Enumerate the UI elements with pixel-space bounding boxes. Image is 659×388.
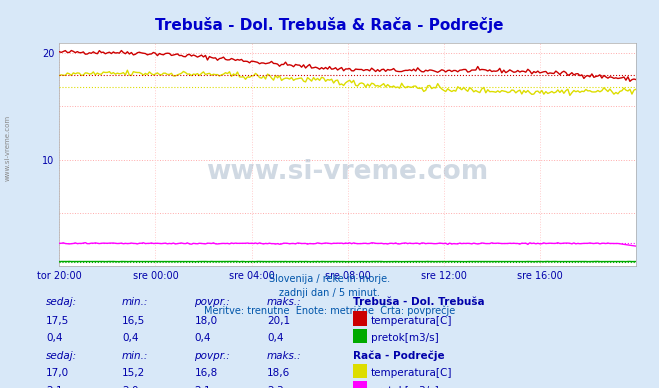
- Text: Rača - Podrečje: Rača - Podrečje: [353, 350, 444, 361]
- Text: 0,4: 0,4: [267, 333, 283, 343]
- Text: www.si-vreme.com: www.si-vreme.com: [5, 114, 11, 180]
- Text: pretok[m3/s]: pretok[m3/s]: [371, 386, 439, 388]
- Text: 18,0: 18,0: [194, 316, 217, 326]
- Text: povpr.:: povpr.:: [194, 296, 230, 307]
- Text: 17,5: 17,5: [46, 316, 69, 326]
- Text: Slovenija / reke in morje.
zadnji dan / 5 minut.
Meritve: trenutne  Enote: metri: Slovenija / reke in morje. zadnji dan / …: [204, 274, 455, 316]
- Text: 17,0: 17,0: [46, 368, 69, 378]
- Text: sedaj:: sedaj:: [46, 296, 77, 307]
- Text: Trebuša - Dol. Trebuša & Rača - Podrečje: Trebuša - Dol. Trebuša & Rača - Podrečje: [156, 17, 503, 33]
- Text: 20,1: 20,1: [267, 316, 290, 326]
- Text: maks.:: maks.:: [267, 296, 302, 307]
- Text: maks.:: maks.:: [267, 351, 302, 361]
- Text: 16,8: 16,8: [194, 368, 217, 378]
- Text: Trebuša - Dol. Trebuša: Trebuša - Dol. Trebuša: [353, 296, 484, 307]
- Text: 2,0: 2,0: [122, 386, 138, 388]
- Text: temperatura[C]: temperatura[C]: [371, 316, 453, 326]
- Text: 0,4: 0,4: [46, 333, 63, 343]
- Text: pretok[m3/s]: pretok[m3/s]: [371, 333, 439, 343]
- Text: www.si-vreme.com: www.si-vreme.com: [206, 159, 489, 185]
- Text: sedaj:: sedaj:: [46, 351, 77, 361]
- Text: povpr.:: povpr.:: [194, 351, 230, 361]
- Text: min.:: min.:: [122, 296, 148, 307]
- Text: 0,4: 0,4: [194, 333, 211, 343]
- Text: 2,1: 2,1: [194, 386, 211, 388]
- Text: 18,6: 18,6: [267, 368, 290, 378]
- Text: 0,4: 0,4: [122, 333, 138, 343]
- Text: 16,5: 16,5: [122, 316, 145, 326]
- Text: temperatura[C]: temperatura[C]: [371, 368, 453, 378]
- Text: min.:: min.:: [122, 351, 148, 361]
- Text: 15,2: 15,2: [122, 368, 145, 378]
- Text: 2,1: 2,1: [46, 386, 63, 388]
- Text: 2,3: 2,3: [267, 386, 283, 388]
